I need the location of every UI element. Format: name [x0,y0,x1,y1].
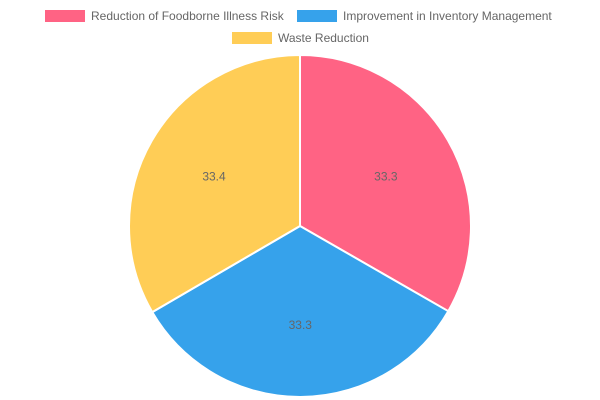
legend-swatch-2 [232,32,272,44]
pie-slice-0[interactable] [299,53,472,313]
legend: Reduction of Foodborne Illness Risk Impr… [45,9,552,45]
legend-swatch-1 [297,10,337,22]
slice-labels: 33.3 33.3 33.4 [202,169,398,332]
legend-label-1: Improvement in Inventory Management [343,9,552,23]
legend-swatch-0 [45,10,85,22]
slice-value-label-0: 33.3 [374,169,398,183]
legend-item-0[interactable]: Reduction of Foodborne Illness Risk [45,9,285,23]
legend-item-2[interactable]: Waste Reduction [232,31,369,45]
slice-value-label-2: 33.4 [202,170,226,184]
pie-slice-1[interactable] [150,224,450,398]
legend-label-2: Waste Reduction [278,31,369,45]
legend-label-0: Reduction of Foodborne Illness Risk [91,9,285,23]
slice-value-label-1: 33.3 [289,318,313,332]
legend-item-1[interactable]: Improvement in Inventory Management [297,9,552,23]
pie-slices [128,53,472,398]
pie-slice-2[interactable] [128,53,301,314]
